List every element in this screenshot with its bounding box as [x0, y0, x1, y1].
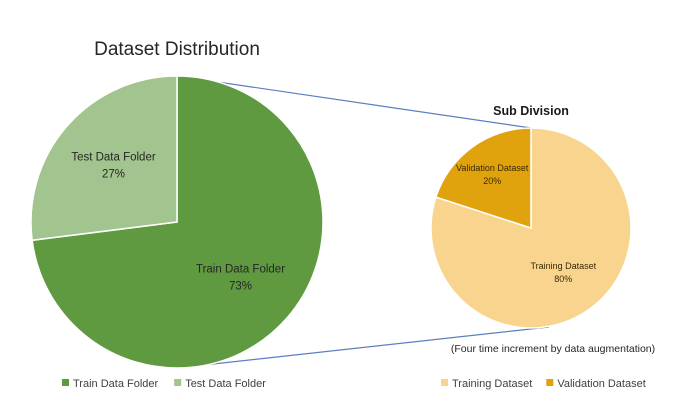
sub-pie-legend: Training Dataset Validation Dataset: [441, 378, 646, 390]
pie-slice-test-data-folder: [30, 75, 178, 242]
main-pie-legend: Train Data Folder Test Data Folder: [62, 378, 266, 390]
slice-category-label: Test Data Folder: [71, 152, 156, 164]
connector-line-top: [176, 75, 532, 129]
legend-label: Test Data Folder: [185, 378, 266, 390]
slice-percent-label: 80%: [554, 274, 572, 284]
connector-line-bottom: [176, 326, 550, 369]
legend-label: Validation Dataset: [557, 378, 645, 390]
slice-percent-label: 27%: [102, 169, 125, 181]
slice-category-label: Validation Dataset: [456, 163, 529, 173]
sub-pie-title: Sub Division: [493, 104, 569, 118]
slice-category-label: Training Dataset: [530, 261, 596, 271]
legend-label: Train Data Folder: [73, 378, 159, 390]
slice-percent-label: 73%: [229, 281, 252, 293]
legend-label: Training Dataset: [452, 378, 532, 390]
legend-swatch: [62, 379, 69, 386]
sub-pie-note: (Four time increment by data augmentatio…: [451, 343, 655, 355]
pie-connector-lines: [176, 75, 550, 369]
pie-slice-validation-dataset: [434, 127, 532, 230]
main-pie-title: Dataset Distribution: [94, 39, 260, 60]
legend-swatch: [441, 379, 448, 386]
legend-swatch: [174, 379, 182, 386]
sub-pie: Training Dataset 80% Validation Dataset 20%: [430, 127, 632, 329]
legend-swatch: [546, 379, 554, 386]
slice-percent-label: 20%: [483, 176, 501, 186]
slice-category-label: Train Data Folder: [196, 264, 285, 276]
main-pie: Train Data Folder 73% Test Data Folder 27%: [30, 75, 324, 369]
